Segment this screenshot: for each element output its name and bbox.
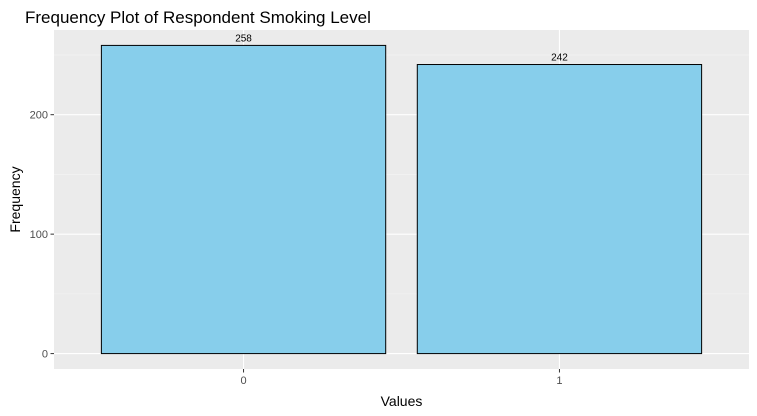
bars: [100, 44, 703, 355]
data-label-0: 258: [235, 33, 252, 44]
bar-0: [100, 44, 387, 355]
bar-1: [416, 64, 703, 355]
y-tick-label: 0: [42, 349, 48, 361]
chart-title: Frequency Plot of Respondent Smoking Lev…: [25, 8, 371, 27]
data-label-1: 242: [551, 53, 568, 64]
x-tick-label: 1: [556, 375, 562, 387]
y-axis: 0 100 200: [30, 110, 54, 361]
y-tick-label: 100: [30, 229, 48, 241]
x-axis-title: Values: [381, 393, 423, 409]
data-labels: 258 242: [235, 33, 568, 63]
x-tick-label: 0: [240, 375, 246, 387]
y-axis-title: Frequency: [7, 166, 23, 232]
y-tick-label: 200: [30, 110, 48, 122]
